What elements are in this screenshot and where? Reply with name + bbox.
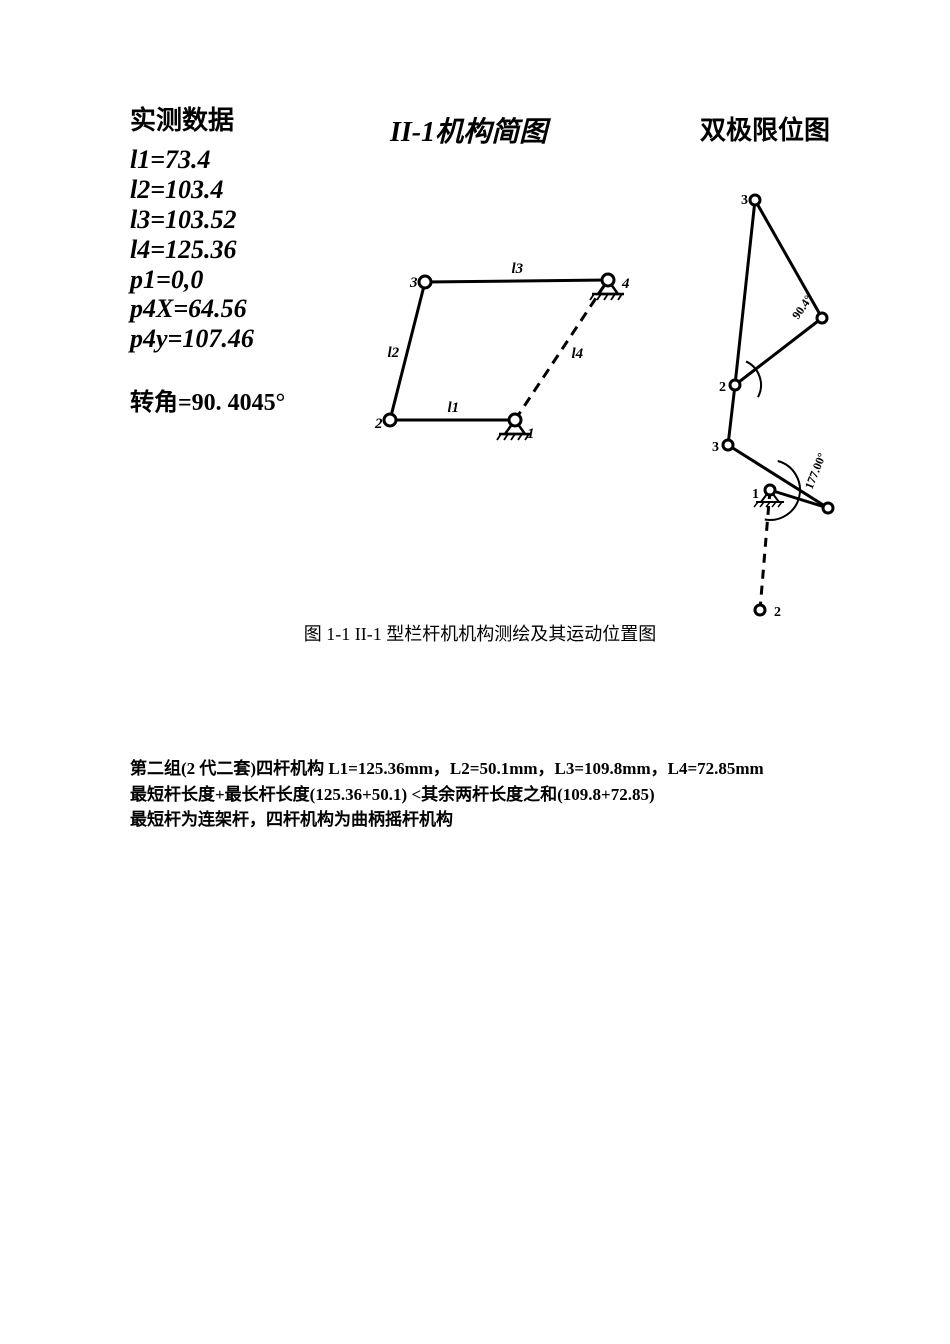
val-l4: l4=125.36 xyxy=(130,235,350,265)
svg-text:3: 3 xyxy=(409,275,418,291)
limit-title: 双极限位图 xyxy=(650,110,830,147)
angle-value: 转角=90. 4045° xyxy=(130,382,350,417)
data-title: 实测数据 xyxy=(130,100,350,137)
val-p1: p1=0,0 xyxy=(130,265,350,295)
val-l2: l2=103.4 xyxy=(130,175,350,205)
mechanism-diagram: II-1机构简图 l1 l2 l3 l4 1 2 3 4 xyxy=(350,100,650,580)
limit-svg: 3231290.4°177.00° xyxy=(650,170,850,640)
svg-text:177.00°: 177.00° xyxy=(802,451,829,491)
svg-text:2: 2 xyxy=(374,416,383,432)
val-l1: l1=73.4 xyxy=(130,145,350,175)
svg-text:l2: l2 xyxy=(388,345,400,361)
svg-text:2: 2 xyxy=(774,605,781,620)
mechanism-svg: l1 l2 l3 l4 1 2 3 4 xyxy=(360,240,660,460)
svg-text:l4: l4 xyxy=(572,346,584,362)
body-line-3: 最短杆为连架杆，四杆机构为曲柄摇杆机构 xyxy=(130,807,830,833)
val-p4x: p4X=64.56 xyxy=(130,294,350,324)
limit-diagram: 双极限位图 3231290.4°177.00° xyxy=(650,100,830,580)
svg-text:l3: l3 xyxy=(512,261,524,277)
svg-text:1: 1 xyxy=(752,487,759,502)
svg-text:1: 1 xyxy=(527,426,535,442)
measured-data-block: 实测数据 l1=73.4 l2=103.4 l3=103.52 l4=125.3… xyxy=(130,100,350,580)
mechanism-title: II-1机构简图 xyxy=(350,110,650,150)
body-line-2: 最短杆长度+最长杆长度(125.36+50.1) <其余两杆长度之和(109.8… xyxy=(130,782,830,808)
svg-text:4: 4 xyxy=(621,276,630,292)
svg-text:l1: l1 xyxy=(448,400,460,416)
val-p4y: p4y=107.46 xyxy=(130,324,350,354)
svg-text:3: 3 xyxy=(741,193,748,208)
svg-text:2: 2 xyxy=(719,380,726,395)
val-l3: l3=103.52 xyxy=(130,205,350,235)
svg-text:3: 3 xyxy=(712,440,719,455)
analysis-text: 第二组(2 代二套)四杆机构 L1=125.36mm，L2=50.1mm，L3=… xyxy=(130,756,830,833)
body-line-1: 第二组(2 代二套)四杆机构 L1=125.36mm，L2=50.1mm，L3=… xyxy=(130,756,830,782)
